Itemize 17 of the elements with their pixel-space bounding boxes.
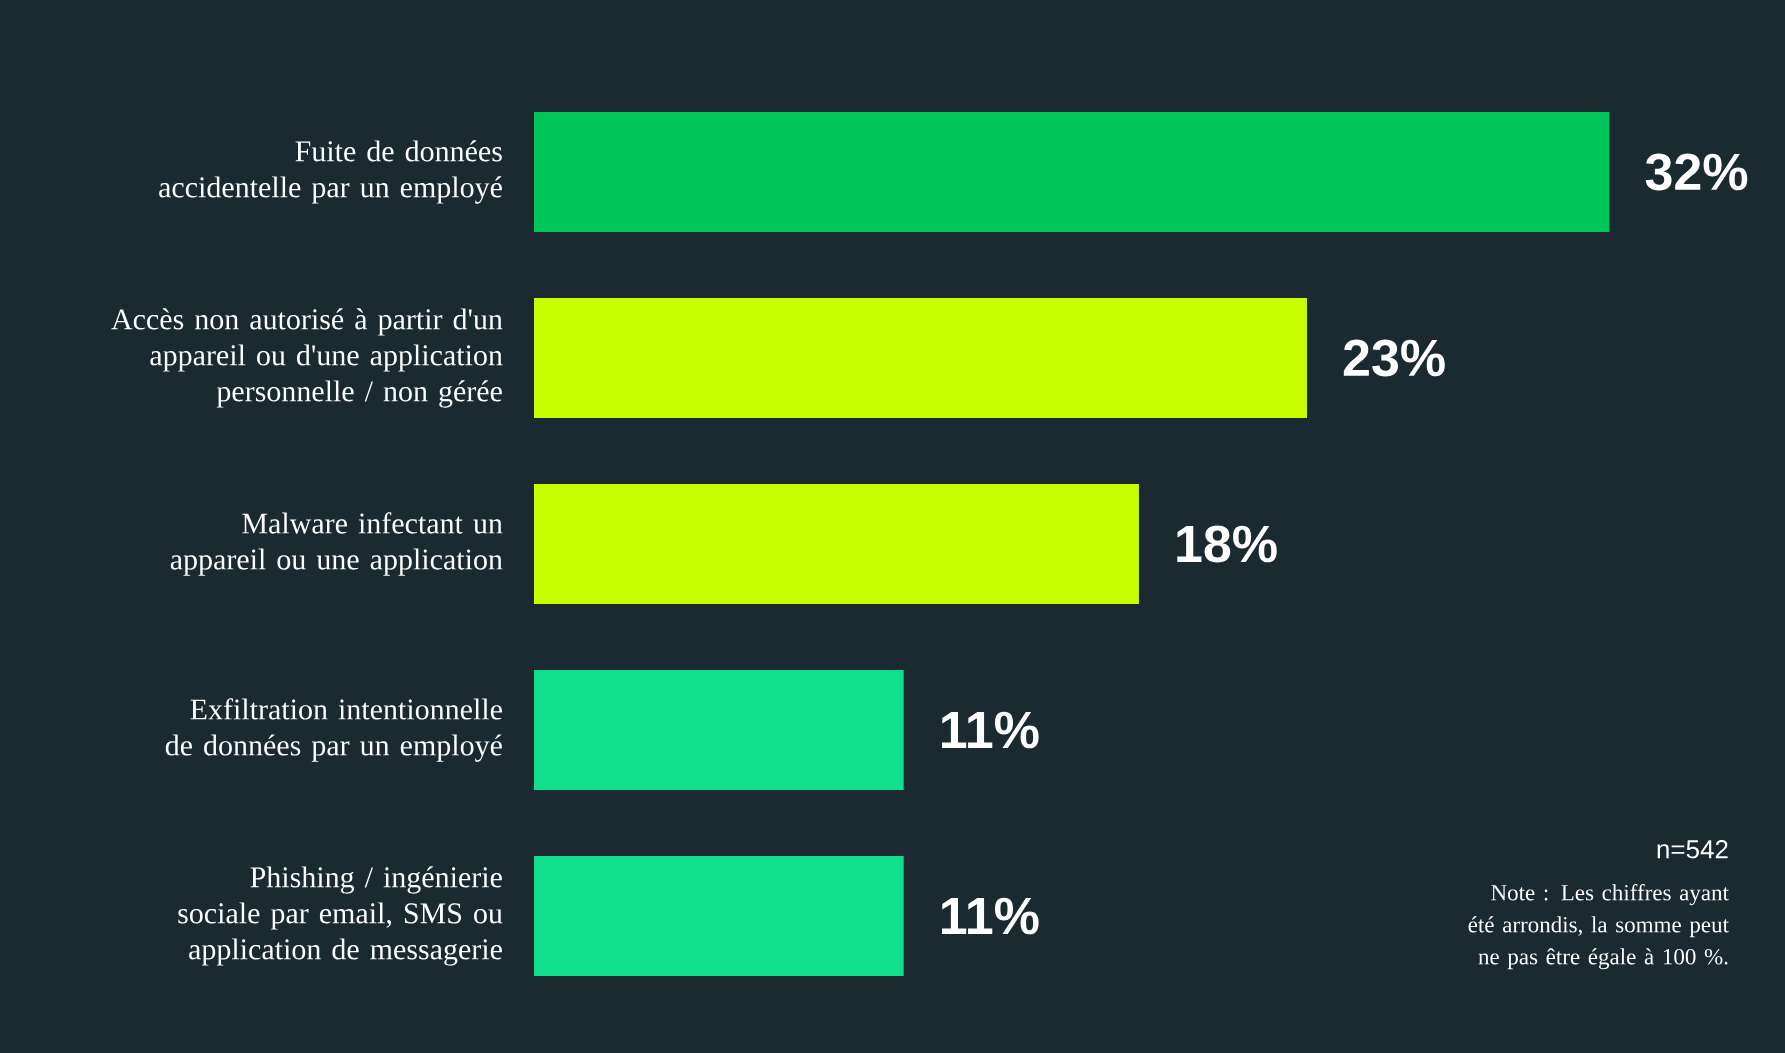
data-label: 11% bbox=[942, 711, 1039, 749]
data-label: 11% bbox=[942, 897, 1039, 935]
bar bbox=[534, 670, 904, 790]
data-label: 23% bbox=[1343, 339, 1445, 377]
annotation: Note : Les chiffres ayant été arrondis, la somme peut ne pas être égale à 100 %. bbox=[1468, 884, 1729, 970]
bar bbox=[534, 484, 1139, 604]
y-tick-label: Accès non autorisé à partir d'un appareil ou d'une application personnelle / non gérée bbox=[111, 308, 503, 408]
data-label: 18% bbox=[1177, 525, 1277, 563]
bar bbox=[534, 855, 904, 976]
y-tick-label: Fuite de données accidentelle par un employé bbox=[159, 140, 502, 204]
y-tick-label: Phishing / ingénierie sociale par email, SMS ou application de messagerie bbox=[178, 866, 503, 966]
y-tick-label: Exfiltration intentionnelle de données par un employé bbox=[165, 698, 502, 762]
bar bbox=[534, 298, 1307, 418]
y-tick-label: Malware infectant un appareil ou une application bbox=[170, 512, 503, 576]
text: n=542 bbox=[1657, 840, 1728, 859]
bar bbox=[534, 112, 1610, 232]
data-label: 32% bbox=[1645, 153, 1748, 191]
